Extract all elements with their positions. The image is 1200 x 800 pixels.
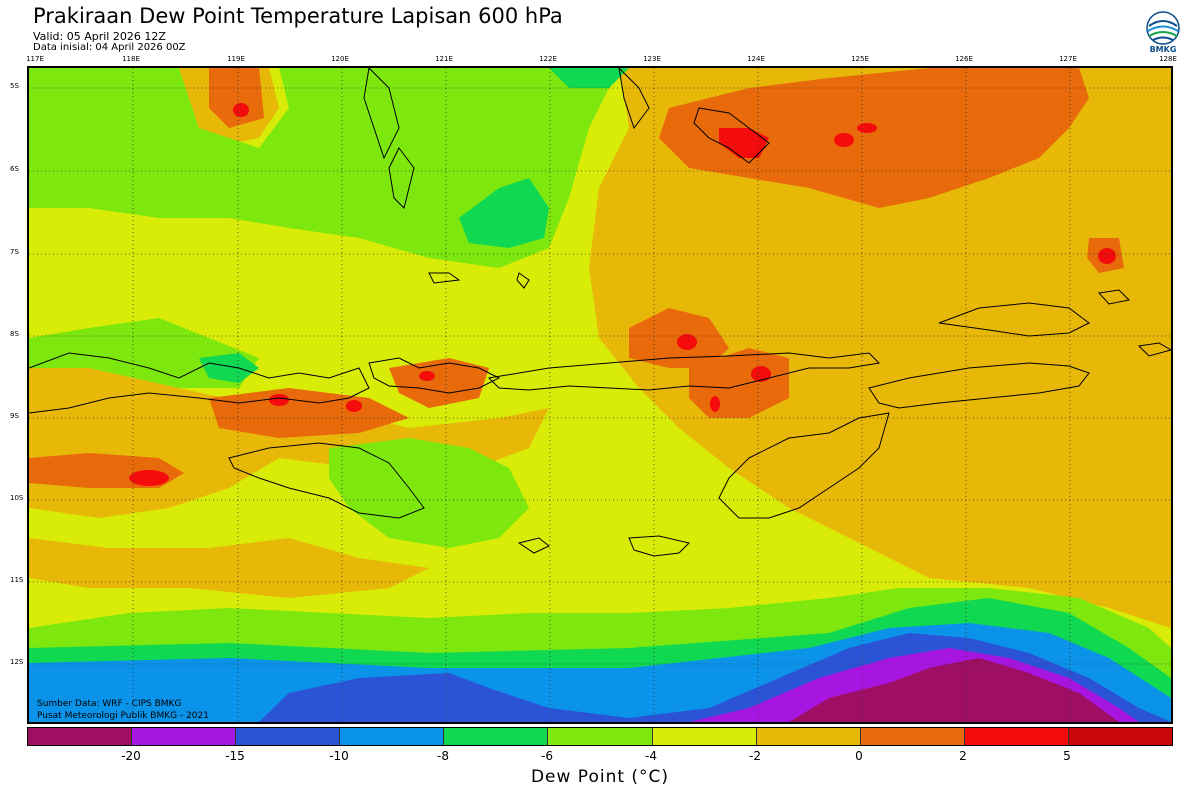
field-red-lombok	[269, 394, 289, 406]
coast-timor-leste	[868, 362, 1090, 409]
colorbar-swatch-3	[236, 728, 341, 745]
coast-wetar	[938, 302, 1090, 337]
field-green-north	[459, 178, 549, 248]
field-red-northeast-2	[834, 133, 854, 147]
field-red-north	[233, 103, 249, 117]
lat-label-8s: 8S	[10, 330, 19, 338]
lat-label-9s: 9S	[10, 412, 19, 420]
colorbar-swatch-11	[1068, 728, 1173, 745]
coast-rote	[628, 535, 690, 557]
colorbar-tick: -4	[645, 749, 657, 763]
field-red-lombok-2	[346, 400, 362, 412]
coast-small-island-2	[516, 272, 530, 289]
lon-label-123: 123E	[643, 55, 661, 63]
colorbar-swatch-9	[860, 728, 965, 745]
colorbar	[27, 727, 1173, 746]
source-line-2: Pusat Meteorologi Publik BMKG - 2021	[37, 711, 209, 721]
colorbar-tick: -2	[749, 749, 761, 763]
field-lightgreen-west	[29, 318, 259, 388]
bmkg-logo-icon	[1146, 11, 1180, 45]
colorbar-swatch-8	[756, 728, 861, 745]
lon-label-128: 128E	[1159, 55, 1177, 63]
bmkg-logo-text: BMKG	[1149, 45, 1177, 54]
coast-sulawesi-south	[693, 107, 770, 164]
colorbar-swatch-4	[340, 728, 445, 745]
coast-savu	[517, 537, 550, 554]
coast-flores	[487, 352, 881, 391]
coast-small-island-1	[428, 272, 461, 284]
lon-label-125: 125E	[851, 55, 869, 63]
field-red-northeast	[719, 128, 769, 158]
colorbar-tick: -20	[121, 749, 141, 763]
coast-sulawesi-west	[363, 68, 400, 160]
coast-small-island-4	[1137, 342, 1171, 357]
coast-small-island-3	[1098, 289, 1131, 305]
colorbar-tick: 5	[1063, 749, 1071, 763]
colorbar-tick: -10	[329, 749, 349, 763]
initial-time: Data inisial: 04 April 2026 00Z	[33, 42, 186, 53]
field-red-northeast-3	[857, 123, 877, 133]
field-lightgreen-central	[329, 438, 529, 548]
colorbar-tick: -15	[225, 749, 245, 763]
colorbar-swatch-10	[964, 728, 1069, 745]
lat-label-11s: 11S	[10, 576, 24, 584]
field-red-flores-2	[710, 396, 720, 412]
lon-label-122: 122E	[539, 55, 557, 63]
colorbar-tick: -6	[541, 749, 553, 763]
field-orange-sumbawa	[389, 358, 489, 408]
lat-label-10s: 10S	[10, 494, 24, 502]
lat-label-7s: 7S	[10, 248, 19, 256]
coast-sulawesi-southeast	[618, 68, 650, 130]
source-text: Sumber Data: WRF - CIPS BMKG Pusat Meteo…	[37, 698, 209, 722]
lon-label-124: 124E	[747, 55, 765, 63]
coast-sumbawa	[368, 357, 501, 394]
field-orange-north	[209, 68, 264, 128]
coast-java-east	[29, 352, 370, 414]
lon-label-127: 127E	[1059, 55, 1077, 63]
colorbar-swatch-2	[132, 728, 237, 745]
colorbar-swatch-1	[28, 728, 133, 745]
lat-label-12s: 12S	[10, 658, 24, 666]
valid-time: Valid: 05 April 2026 12Z	[33, 30, 166, 43]
field-gold-east	[589, 68, 1171, 628]
field-red-east	[1098, 248, 1116, 264]
lat-label-6s: 6S	[10, 165, 19, 173]
lon-label-117: 117E	[26, 55, 44, 63]
map-title: Prakiraan Dew Point Temperature Lapisan …	[33, 4, 563, 28]
coast-sumba	[228, 442, 425, 519]
graticule	[29, 68, 1171, 722]
field-gold-southwest	[29, 538, 429, 598]
lon-label-126: 126E	[955, 55, 973, 63]
coast-selayar	[388, 147, 415, 209]
field-magenta-south	[789, 658, 1119, 722]
source-line-1: Sumber Data: WRF - CIPS BMKG	[37, 699, 182, 709]
lon-label-120: 120E	[331, 55, 349, 63]
colorbar-swatch-5	[444, 728, 549, 745]
colorbar-swatch-7	[652, 728, 757, 745]
colorbar-tick: 2	[959, 749, 967, 763]
dew-point-map	[27, 66, 1173, 724]
colorbar-tick: -8	[437, 749, 449, 763]
field-red-center	[677, 334, 697, 350]
colorbar-tick: 0	[855, 749, 863, 763]
field-green-top	[549, 68, 629, 88]
dew-point-field	[29, 68, 1171, 722]
coast-timor-west	[718, 412, 890, 519]
coastlines	[29, 68, 1171, 557]
colorbar-swatch-6	[548, 728, 653, 745]
lat-label-5s: 5S	[10, 82, 19, 90]
field-red-flores	[751, 366, 771, 382]
lon-label-121: 121E	[435, 55, 453, 63]
field-red-sumbawa	[419, 371, 435, 381]
colorbar-label: Dew Point (°C)	[530, 767, 670, 787]
lon-label-118: 118E	[122, 55, 140, 63]
field-red-southwest	[129, 470, 169, 486]
lon-label-119: 119E	[227, 55, 245, 63]
field-green-west	[199, 353, 259, 383]
field-orange-northeast	[659, 68, 1089, 208]
